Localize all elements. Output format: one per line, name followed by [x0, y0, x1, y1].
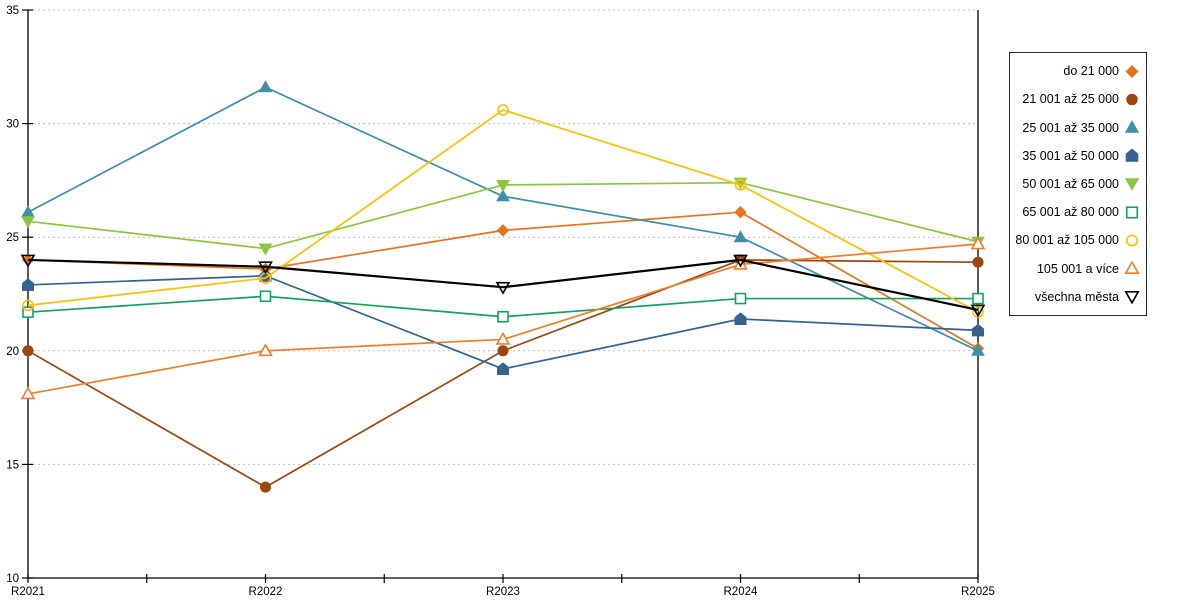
data-point-marker: [258, 80, 273, 93]
legend-label: 25 001 až 35 000: [1022, 120, 1119, 135]
legend-item: 35 001 až 50 000: [1014, 148, 1140, 163]
data-point-marker: [496, 224, 510, 237]
series-line: [27, 258, 979, 311]
x-tick-label: R2022: [249, 586, 283, 598]
data-point-marker: [21, 205, 35, 218]
x-tick-label: R2024: [724, 586, 758, 598]
data-point-marker: [258, 343, 273, 357]
triangle-down-marker-icon: [1124, 178, 1140, 192]
legend-item: 25 001 až 35 000: [1014, 120, 1140, 135]
legend-item: do 21 000: [1014, 64, 1140, 79]
data-point-marker: [970, 304, 986, 318]
circle-marker-icon: [1125, 234, 1139, 247]
square-marker-icon: [1125, 206, 1139, 219]
data-point-marker: [497, 310, 509, 323]
data-point-marker: [734, 206, 747, 219]
legend-label: 80 001 až 105 000: [1015, 233, 1119, 248]
data-point-marker: [258, 261, 273, 275]
data-point-marker: [972, 323, 984, 337]
legend-item: 65 001 až 80 000: [1014, 205, 1140, 220]
data-point-marker: [1126, 93, 1138, 106]
data-point-marker: [1125, 64, 1139, 78]
diamond-marker-icon: [1125, 64, 1139, 78]
series-8: [20, 254, 986, 318]
y-tick-label: 10: [6, 573, 19, 585]
series-line: [27, 109, 979, 313]
data-point-marker: [972, 292, 984, 305]
data-point-marker: [495, 331, 511, 345]
data-point-marker: [496, 189, 510, 202]
data-point-marker: [21, 216, 35, 229]
data-point-marker: [495, 281, 511, 295]
series-5: [22, 290, 984, 323]
series-4: [21, 177, 985, 256]
x-tick-label: R2021: [11, 586, 45, 598]
triangle-down-marker-icon: [1124, 291, 1140, 305]
legend-item: 21 001 až 25 000: [1014, 92, 1140, 107]
legend-label: do 21 000: [1063, 64, 1119, 79]
legend-label: 105 001 a více: [1036, 261, 1119, 276]
data-point-marker: [1124, 261, 1140, 275]
data-point-marker: [497, 362, 509, 375]
data-point-marker: [733, 256, 748, 270]
legend-item: všechna města: [1014, 289, 1140, 305]
data-point-marker: [258, 243, 273, 256]
data-point-marker: [734, 312, 747, 325]
y-tick-label: 15: [6, 459, 19, 471]
x-tick-label: R2023: [486, 586, 520, 598]
pentagon-marker-icon: [1125, 148, 1139, 163]
y-tick-label: 25: [6, 232, 19, 244]
legend-label: 65 001 až 80 000: [1022, 205, 1119, 220]
x-tick-label: R2025: [961, 586, 995, 598]
y-tick-label: 30: [6, 119, 19, 131]
data-point-marker: [22, 299, 34, 312]
data-point-marker: [1125, 206, 1139, 219]
data-point-marker: [497, 104, 509, 116]
data-point-marker: [733, 254, 748, 268]
legend-item: 50 001 až 65 000: [1014, 176, 1140, 192]
legend-label: všechna města: [1034, 289, 1119, 304]
series-6: [22, 104, 984, 318]
legend-item: 80 001 až 105 000: [1014, 233, 1140, 248]
legend-label: 50 001 až 65 000: [1022, 176, 1119, 191]
data-point-marker: [496, 179, 510, 192]
data-point-marker: [22, 306, 34, 318]
circle-marker-icon: [1126, 93, 1138, 106]
y-tick-label: 35: [6, 5, 19, 17]
data-point-marker: [22, 345, 34, 357]
triangle-up-marker-icon: [1124, 120, 1140, 133]
data-point-marker: [734, 179, 747, 191]
data-point-marker: [734, 292, 747, 305]
legend-label: 35 001 až 50 000: [1022, 148, 1119, 163]
y-tick-label: 20: [6, 346, 19, 358]
data-point-marker: [22, 278, 34, 291]
legend-label: 21 001 až 25 000: [1022, 92, 1119, 107]
data-point-marker: [972, 256, 984, 268]
data-point-marker: [260, 481, 271, 493]
data-point-marker: [733, 230, 748, 243]
data-point-marker: [1125, 234, 1139, 247]
triangle-up-marker-icon: [1124, 261, 1140, 275]
data-point-marker: [970, 236, 986, 250]
legend-item: 105 001 a více: [1014, 261, 1140, 276]
data-point-marker: [1124, 120, 1140, 133]
data-point-marker: [20, 386, 36, 400]
data-point-marker: [1125, 148, 1139, 163]
data-point-marker: [497, 345, 509, 357]
series-3: [22, 269, 984, 375]
data-point-marker: [1124, 178, 1140, 192]
data-point-marker: [1124, 291, 1140, 305]
series-2: [21, 80, 985, 356]
data-point-marker: [971, 343, 985, 356]
data-point-marker: [20, 254, 36, 268]
data-point-marker: [259, 290, 272, 303]
legend: do 21 000 21 001 až 25 000 25 001 až 35 00…: [1009, 52, 1147, 316]
series-7: [20, 236, 986, 400]
